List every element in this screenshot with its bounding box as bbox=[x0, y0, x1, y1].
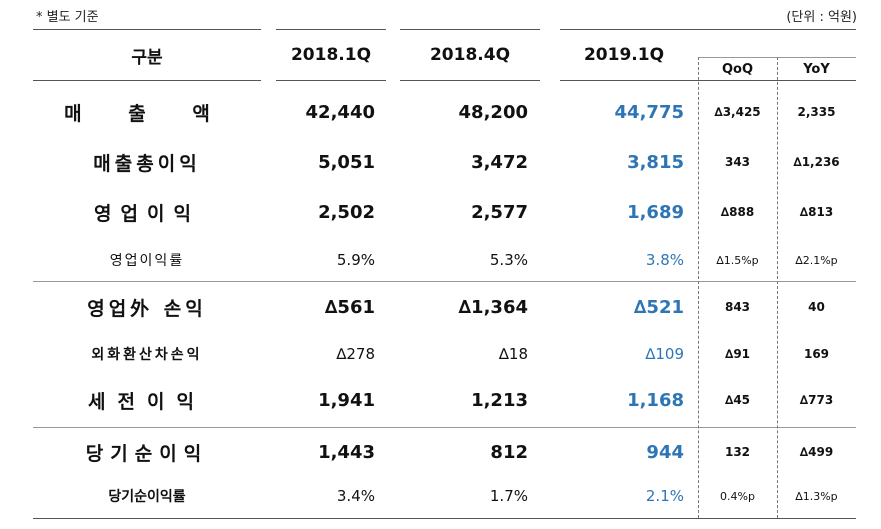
table-cell: 3.4% bbox=[336, 487, 375, 505]
table-cell: 1,443 bbox=[318, 441, 375, 463]
section-rule bbox=[33, 427, 856, 428]
table-cell: 812 bbox=[490, 441, 528, 463]
row-label-non-operating: 영업外 손익 bbox=[87, 297, 207, 320]
header-2018-1q: 2018.1Q bbox=[290, 45, 372, 65]
table-cell: ∆813 bbox=[799, 205, 834, 219]
unit-note: (단위 : 억원) bbox=[786, 10, 857, 25]
table-cell: 169 bbox=[803, 347, 830, 361]
table-cell: ∆1,364 bbox=[458, 296, 528, 318]
table-cell: ∆521 bbox=[633, 296, 684, 318]
table-cell: 1,941 bbox=[318, 389, 375, 411]
table-cell: ∆1.5%p bbox=[716, 253, 759, 267]
table-cell: 42,440 bbox=[305, 101, 375, 123]
table-cell: 2,577 bbox=[471, 201, 528, 223]
table-cell: ∆499 bbox=[799, 445, 834, 459]
table-cell: 2,335 bbox=[797, 105, 836, 119]
table-cell: ∆109 bbox=[645, 345, 684, 363]
table-cell: 2,502 bbox=[318, 201, 375, 223]
table-cell: ∆888 bbox=[720, 205, 755, 219]
qoq-left-divider bbox=[698, 57, 699, 518]
row-label-revenue: 매 출 액 bbox=[64, 102, 230, 125]
row-label-net-income: 당기순이익 bbox=[85, 442, 209, 465]
table-cell: 5,051 bbox=[318, 151, 375, 173]
header-rule bbox=[33, 80, 261, 81]
table-cell: ∆278 bbox=[336, 345, 375, 363]
table-cell: 2.1% bbox=[645, 487, 684, 505]
header-2019-1q: 2019.1Q bbox=[583, 45, 665, 65]
table-cell: 5.3% bbox=[489, 251, 528, 269]
row-label-fx-translation: 외화환산차손익 bbox=[91, 347, 203, 363]
table-cell: 48,200 bbox=[458, 101, 528, 123]
table-cell: 343 bbox=[724, 155, 751, 169]
row-label-pretax-income: 세전이익 bbox=[88, 390, 206, 413]
header-yoy: YoY bbox=[803, 61, 830, 77]
table-cell: 843 bbox=[724, 300, 751, 314]
header-rule bbox=[400, 80, 540, 81]
table-cell: ∆561 bbox=[324, 296, 375, 318]
header-rule bbox=[276, 80, 386, 81]
table-cell: ∆18 bbox=[498, 345, 528, 363]
table-cell: ∆3,425 bbox=[714, 105, 761, 119]
table-cell: 40 bbox=[808, 300, 825, 314]
row-label-operating-profit: 영업이익 bbox=[94, 202, 200, 225]
qoq-yoy-divider bbox=[777, 57, 778, 518]
table-cell: ∆773 bbox=[799, 393, 834, 407]
table-cell: 132 bbox=[724, 445, 751, 459]
row-label-gross-profit: 매출총이익 bbox=[93, 152, 201, 175]
table-cell: 1,689 bbox=[627, 201, 684, 223]
table-cell: 0.4%p bbox=[720, 489, 755, 503]
header-rule bbox=[560, 80, 856, 81]
table-cell: 5.9% bbox=[336, 251, 375, 269]
table-cell: 1,168 bbox=[627, 389, 684, 411]
table-cell: 1.7% bbox=[489, 487, 528, 505]
table-cell: 1,213 bbox=[471, 389, 528, 411]
table-cell: ∆45 bbox=[724, 393, 751, 407]
section-rule bbox=[33, 281, 856, 282]
top-rule bbox=[560, 29, 856, 30]
table-cell: 44,775 bbox=[614, 101, 684, 123]
table-cell: ∆2.1%p bbox=[795, 253, 838, 267]
table-cell: ∆91 bbox=[724, 347, 751, 361]
header-qoq: QoQ bbox=[721, 61, 754, 77]
table-cell: 3,815 bbox=[627, 151, 684, 173]
table-cell: ∆1,236 bbox=[793, 155, 840, 169]
table-cell: 944 bbox=[646, 441, 684, 463]
top-rule bbox=[276, 29, 386, 30]
table-cell: 3.8% bbox=[645, 251, 684, 269]
table-cell: 3,472 bbox=[471, 151, 528, 173]
table-cell: ∆1.3%p bbox=[795, 489, 838, 503]
top-rule bbox=[400, 29, 540, 30]
header-2018-4q: 2018.4Q bbox=[429, 45, 511, 65]
header-label: 구분 bbox=[131, 47, 163, 68]
basis-note: * 별도 기준 bbox=[36, 10, 99, 25]
bottom-rule bbox=[33, 518, 856, 519]
top-rule bbox=[33, 29, 261, 30]
row-label-net-margin: 당기순이익률 bbox=[108, 489, 186, 505]
row-label-operating-margin: 영업이익률 bbox=[109, 253, 185, 269]
